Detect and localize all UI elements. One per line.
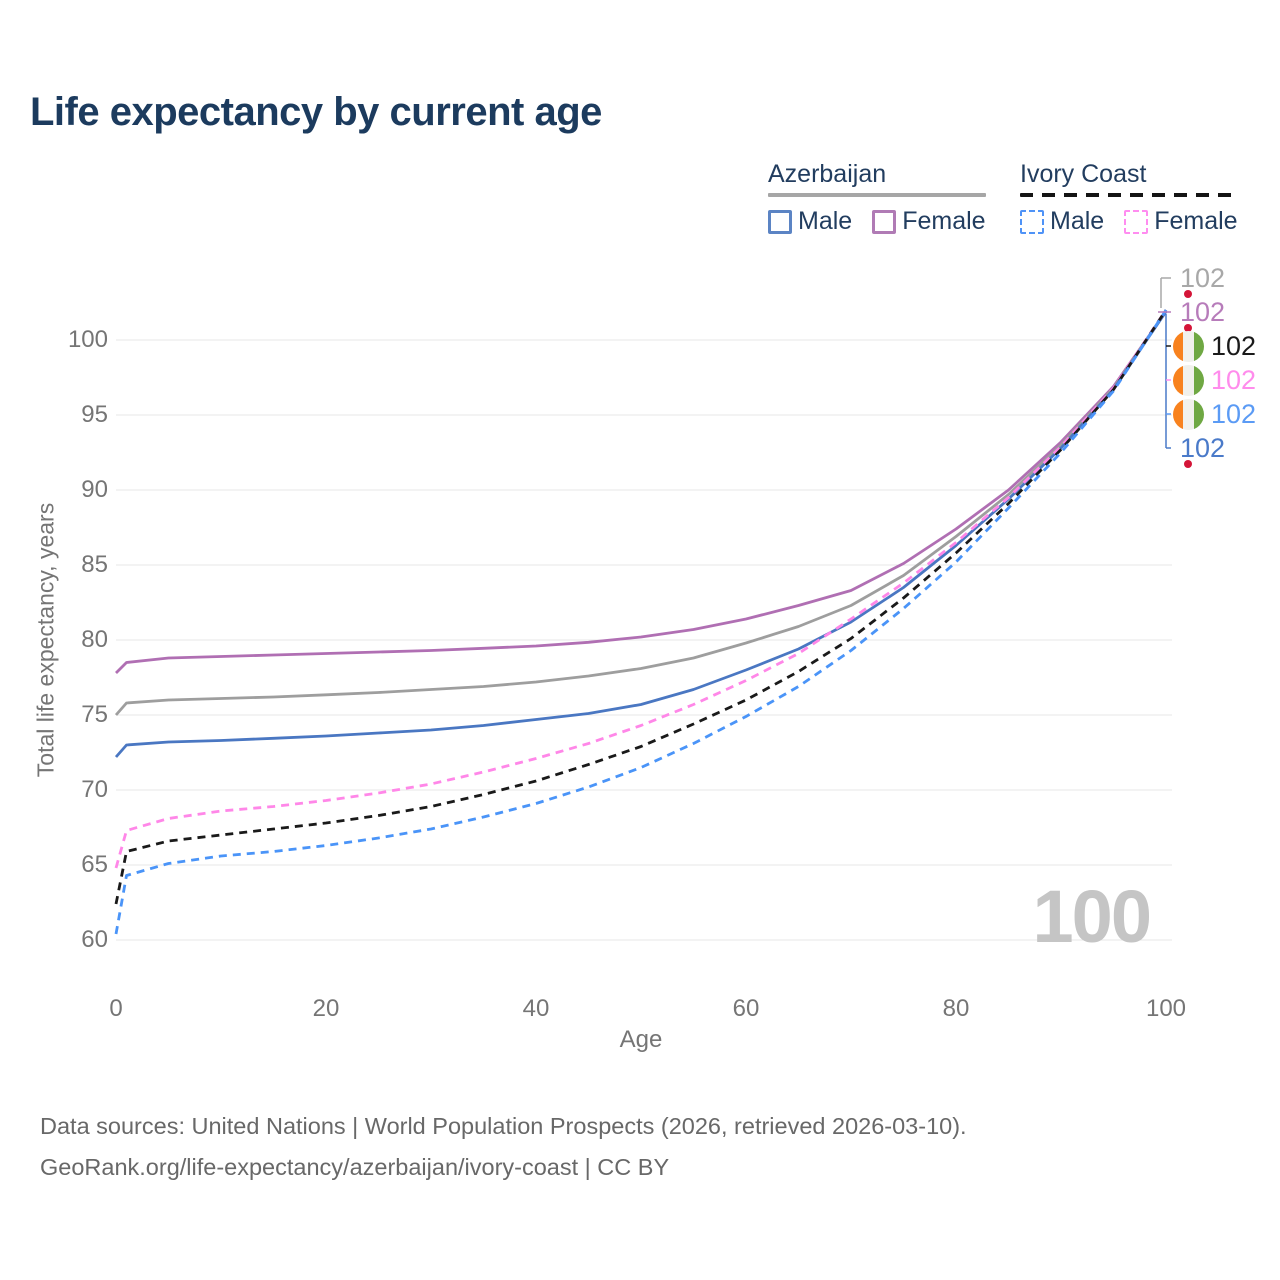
legend-item-ivory-coast-male[interactable]: Male: [1020, 207, 1104, 236]
endpoint-value: 102: [1180, 296, 1226, 327]
flag-icon: [1173, 364, 1204, 396]
dashed-line-sample-icon: [1020, 193, 1238, 197]
legend-item-label: Female: [902, 207, 986, 235]
y-tick-label: 75: [81, 701, 108, 728]
y-tick-label: 100: [67, 326, 108, 353]
series-line-azerbaijan-female: [115, 310, 1168, 674]
legend-heading-ivory-coast: Ivory Coast: [1020, 160, 1147, 188]
legend-item-azerbaijan-female[interactable]: Female: [872, 207, 986, 236]
endpoint-row: 102: [1173, 431, 1226, 469]
y-tick-label: 90: [81, 476, 108, 503]
x-tick-label: 0: [109, 995, 123, 1022]
x-tick-label: 20: [312, 995, 340, 1022]
footer-attribution-link: GeoRank.org/life-expectancy/azerbaijan/i…: [40, 1154, 670, 1180]
page-title: Life expectancy by current age: [30, 90, 602, 134]
series-line-ivory-coast-female: [114, 309, 1168, 869]
legend-item-label: Female: [1154, 207, 1238, 235]
endpoint-row: 102: [1173, 363, 1256, 397]
y-tick-label: 60: [81, 926, 108, 953]
series-line-ivory-coast-male: [114, 309, 1168, 935]
endpoint-row: 102: [1173, 295, 1226, 333]
azerbaijan-male-swatch-icon: [768, 209, 792, 234]
series-line-ivory-coast-total: [114, 309, 1168, 905]
legend-item-label: Male: [798, 207, 853, 235]
x-tick-label: 100: [1145, 995, 1187, 1022]
endpoint-row: 102: [1173, 397, 1256, 431]
endpoint-value: 102: [1211, 330, 1257, 361]
ivory-coast-flag-icon: [1173, 330, 1204, 362]
x-tick-label: 60: [732, 995, 760, 1022]
footer-data-sources: Data sources: United Nations | World Pop…: [40, 1113, 967, 1139]
series-line-azerbaijan-male: [114, 310, 1168, 758]
series-line-azerbaijan-total: [114, 310, 1168, 716]
legend-heading-azerbaijan: Azerbaijan: [768, 160, 887, 188]
ivory-coast-female-swatch-icon: [1124, 209, 1149, 234]
endpoint-row: 102: [1173, 261, 1226, 299]
endpoint-value: 102: [1211, 364, 1257, 395]
flag-icon: [1173, 330, 1204, 362]
x-tick-label: 80: [942, 995, 970, 1022]
x-tick-label: 40: [522, 995, 550, 1022]
flag-icon: [1173, 398, 1204, 430]
legend-item-azerbaijan-male[interactable]: Male: [768, 207, 852, 236]
y-tick-label: 85: [81, 551, 108, 578]
legend-group-ivory-coast: Ivory Coast Male Female: [1020, 160, 1238, 236]
azerbaijan-female-swatch-icon: [872, 209, 897, 234]
legend-item-label: Male: [1050, 207, 1105, 235]
ivory-coast-flag-icon: [1173, 398, 1204, 430]
endpoint-value: 102: [1180, 262, 1226, 293]
x-axis-title: Age: [619, 1026, 663, 1053]
solid-line-sample-icon: [768, 193, 986, 197]
ivory-coast-flag-icon: [1173, 364, 1204, 396]
legend-item-ivory-coast-female[interactable]: Female: [1124, 207, 1238, 236]
endpoint-row: 102: [1173, 329, 1256, 363]
y-tick-label: 65: [81, 851, 108, 878]
endpoint-value: 102: [1211, 398, 1257, 429]
endpoint-value: 102: [1180, 432, 1226, 463]
ivory-coast-male-swatch-icon: [1020, 209, 1044, 234]
age-counter-watermark: 100: [1032, 875, 1152, 958]
legend-group-azerbaijan: Azerbaijan Male Female: [768, 160, 986, 236]
y-tick-label: 70: [81, 776, 108, 803]
y-tick-label: 80: [81, 626, 108, 653]
y-tick-label: 95: [81, 401, 108, 428]
